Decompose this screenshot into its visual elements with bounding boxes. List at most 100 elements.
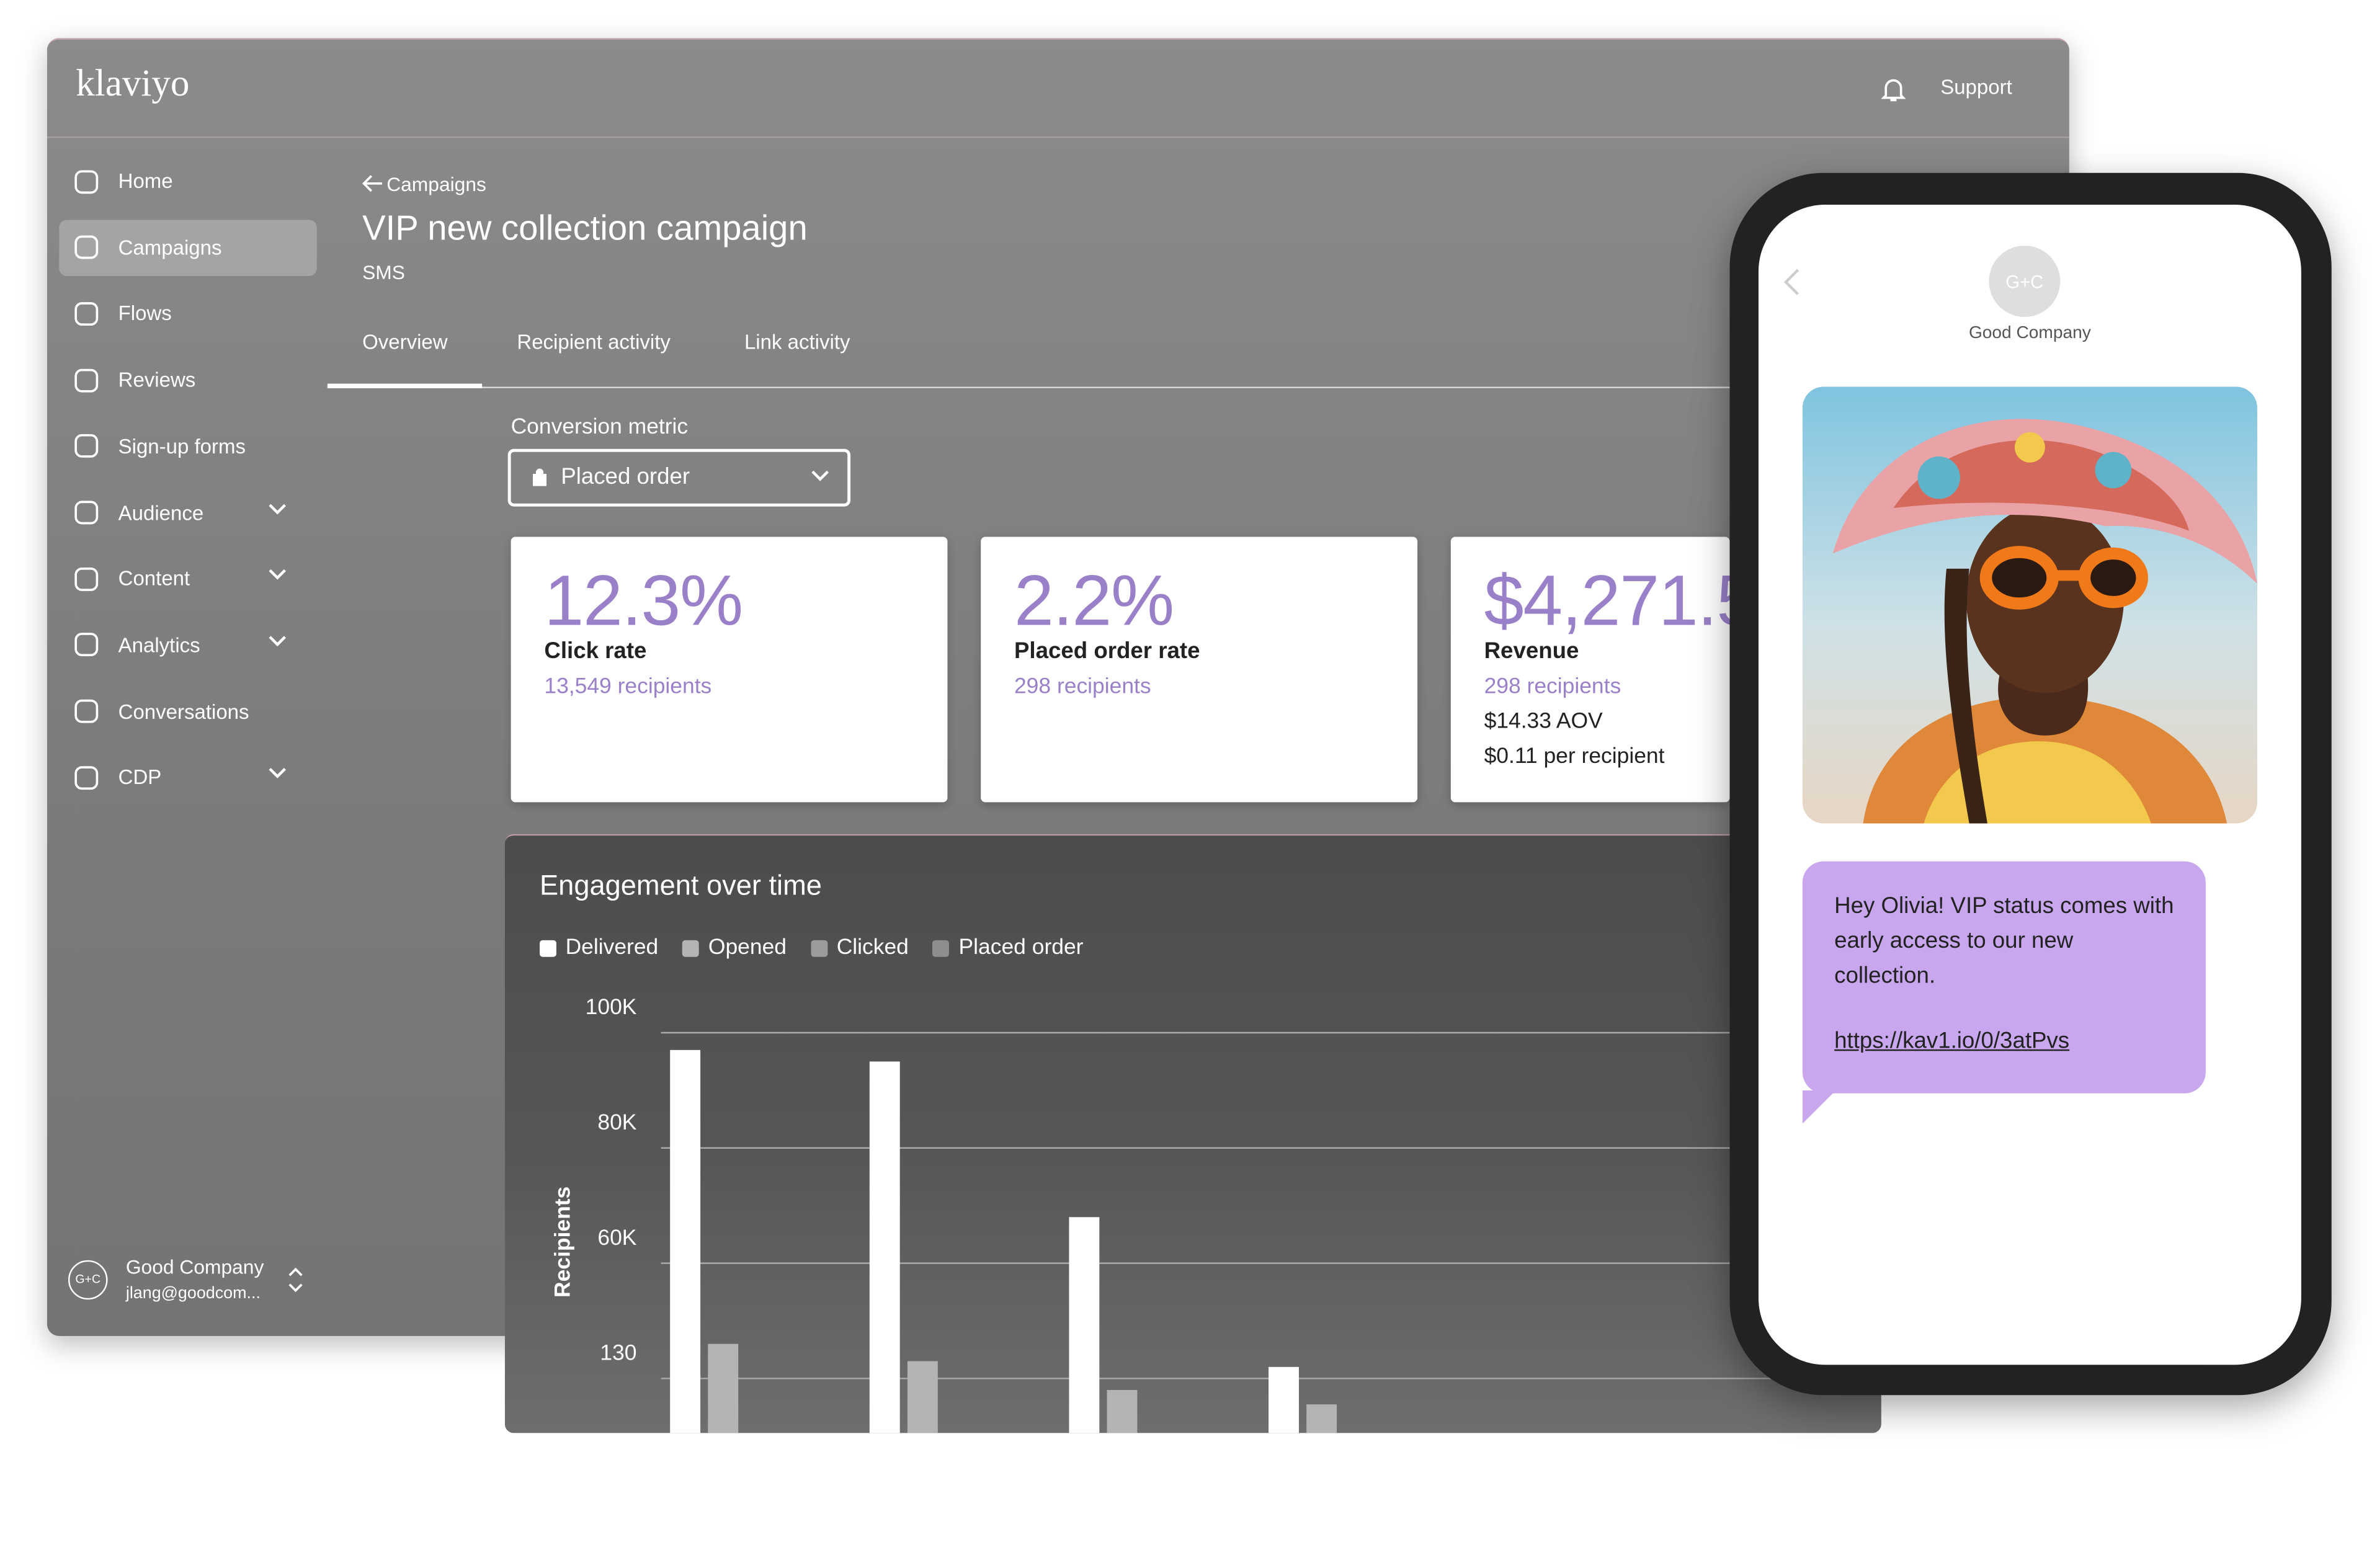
tab[interactable]: Overview (362, 330, 448, 354)
nav-icon-shape (74, 699, 99, 723)
phone-back[interactable] (1783, 269, 1801, 296)
phone: G+C Good Company Hey Olivia! VIP status … (1729, 172, 2332, 1396)
legend-item[interactable]: Opened (682, 936, 787, 960)
conversion-dropdown[interactable]: Placed order (507, 448, 851, 507)
phone-screen: G+C Good Company Hey Olivia! VIP status … (1758, 205, 2301, 1365)
nav-icon-shape (74, 169, 99, 194)
metric-detail: $14.33 AOV (1484, 710, 1603, 734)
nav-item[interactable]: Analytics (59, 617, 316, 673)
legend-label: Clicked (836, 935, 909, 960)
bar (1069, 1217, 1100, 1433)
y-tick-label: 130 (600, 1340, 636, 1365)
logo[interactable]: klaviyo (76, 63, 190, 105)
legend-swatch (540, 939, 556, 956)
metric-card: 12.3% Click rate 13,549 recipients (511, 537, 948, 803)
account-switch-icon[interactable] (287, 1265, 305, 1295)
nav-item[interactable]: Campaigns (59, 219, 317, 276)
metric-value: 2.2% (1014, 559, 1174, 640)
nav-item[interactable]: Reviews (59, 352, 316, 408)
legend-item[interactable]: Delivered (540, 936, 658, 960)
bell-icon[interactable] (1881, 76, 1906, 103)
nav-label: Reviews (118, 368, 196, 392)
nav-icon-shape (74, 567, 99, 591)
legend-swatch (932, 939, 950, 956)
active-tab-underline (327, 383, 483, 388)
sidebar: Home Campaigns Flows Reviews Sign-up forms Au… (47, 40, 335, 1336)
metric-label: Revenue (1484, 638, 1579, 664)
nav-chevron (269, 768, 287, 779)
nav-label: Content (118, 567, 190, 590)
metric-value: 12.3% (544, 559, 743, 640)
metric-card: $4,271.5 Revenue 298 recipients $14.33 AOV $… (1450, 537, 1730, 803)
chevron-path (269, 503, 287, 514)
channel: SMS (362, 261, 405, 284)
nav-icon (74, 633, 99, 657)
account-avatar (68, 1260, 108, 1300)
nav-item[interactable]: Content (59, 551, 316, 607)
nav-item[interactable]: CDP (59, 750, 316, 806)
y-axis-label: Recipients (550, 1187, 574, 1298)
nav-item[interactable]: Sign-up forms (59, 418, 316, 474)
header-divider (47, 136, 2069, 138)
legend: Delivered Opened Clicked Placed order (540, 936, 1083, 960)
metric-value: $4,271.5 (1484, 559, 1730, 640)
y-tick-label: 100K (586, 994, 637, 1019)
conversion-label: Conversion metric (511, 415, 689, 440)
nav-label: Conversations (118, 700, 249, 723)
nav-icon-shape (74, 236, 99, 259)
page-title: VIP new collection campaign (362, 207, 808, 247)
bar (1306, 1404, 1337, 1433)
chart-title: Engagement over time (540, 868, 822, 901)
nav-label: CDP (118, 766, 162, 790)
nav-item[interactable]: Conversations (59, 684, 316, 739)
nav-icon-shape (74, 434, 99, 458)
back-arrow[interactable] (362, 174, 383, 192)
nav-label: Audience (118, 501, 204, 524)
nav-icon (74, 765, 99, 790)
metric-detail: 298 recipients (1014, 674, 1151, 700)
nav-icon (74, 368, 99, 392)
legend-label: Placed order (958, 935, 1084, 960)
metric-label: Click rate (544, 638, 647, 664)
nav-chevron (269, 503, 287, 514)
nav-icon (74, 236, 99, 259)
nav-icon (74, 501, 99, 525)
nav-chevron (269, 569, 287, 581)
metric-detail: $0.11 per recipient (1484, 744, 1665, 769)
nav-label: Home (118, 169, 173, 193)
legend-item[interactable]: Clicked (811, 936, 909, 960)
chevron-path (269, 768, 287, 779)
nav-item[interactable]: Flows (59, 286, 316, 342)
tab[interactable]: Recipient activity (517, 330, 671, 354)
legend-label: Delivered (565, 935, 659, 960)
legend-swatch (811, 939, 828, 956)
y-tick-label: 80K (597, 1110, 636, 1134)
bar (907, 1361, 938, 1433)
metric-detail: 13,549 recipients (544, 674, 712, 700)
account-initials: G+C (75, 1272, 101, 1286)
account-email: jlang@goodcom... (125, 1284, 261, 1303)
tab[interactable]: Link activity (744, 330, 850, 354)
nav-icon-shape (74, 368, 99, 392)
metric-label: Placed order rate (1014, 638, 1200, 664)
nav-item[interactable]: Home (59, 153, 316, 209)
chart-panel: Engagement over time Delivered Opened Clic… (504, 834, 1881, 1433)
legend-item[interactable]: Placed order (932, 935, 1084, 960)
breadcrumb[interactable]: Campaigns (386, 172, 486, 196)
message-photo (1802, 386, 2257, 824)
message-link[interactable]: https://kav1.io/0/3atPvs (1834, 1028, 2070, 1054)
y-tick-label: 60K (597, 1225, 636, 1250)
chevron-path (269, 636, 287, 646)
account-name[interactable]: Good Company (125, 1255, 264, 1279)
dropdown-chevron (811, 470, 829, 481)
tabs-divider (327, 386, 2069, 388)
sender-avatar: G+C (1989, 246, 2061, 317)
nav-icon (74, 434, 99, 458)
nav-icon-shape (74, 301, 99, 326)
metric-card: 2.2% Placed order rate 298 recipients (981, 537, 1418, 803)
nav-item[interactable]: Audience (59, 484, 316, 540)
support-link[interactable]: Support (1940, 76, 2012, 99)
nav-icon (74, 699, 99, 723)
